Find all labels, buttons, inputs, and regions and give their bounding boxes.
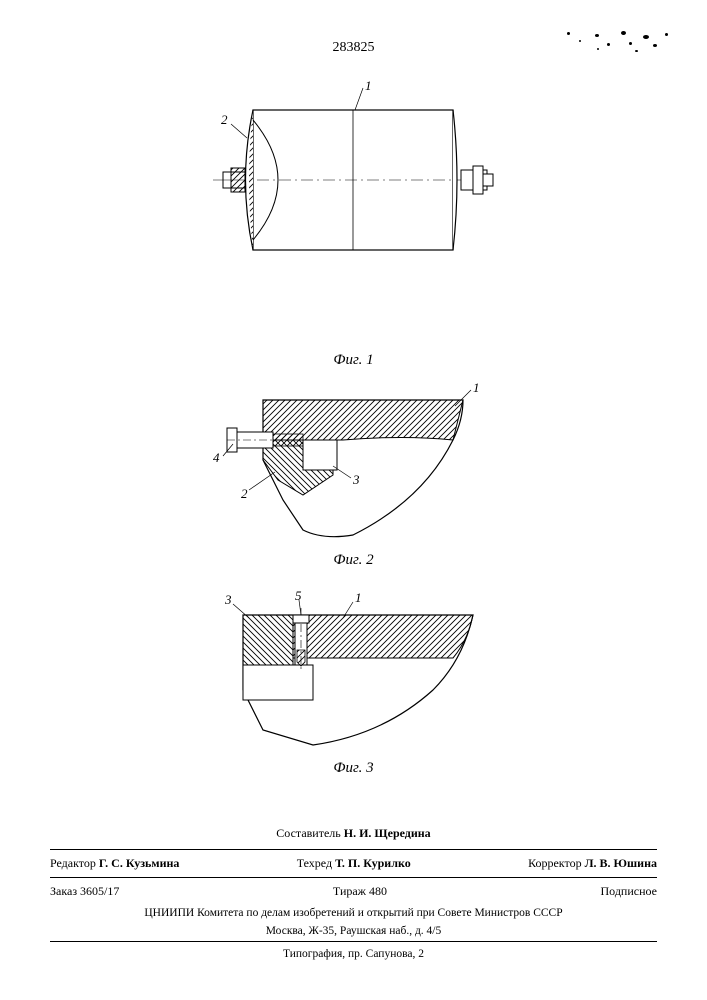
figure-1: 1 2 — [183, 80, 523, 280]
fig1-label-1: 1 — [365, 80, 372, 93]
circulation: Тираж 480 — [333, 884, 387, 899]
fig2-label-1: 1 — [473, 380, 480, 395]
order-number: Заказ 3605/17 — [50, 884, 119, 899]
org-line-1: ЦНИИПИ Комитета по делам изобретений и о… — [50, 907, 657, 919]
corrector-label: Корректор — [528, 856, 582, 870]
fig1-label-2: 2 — [221, 112, 228, 127]
fig3-label-5: 5 — [295, 590, 302, 603]
figures-area: 1 2 Фиг. 1 1 2 3 — [0, 80, 707, 800]
footer-block: Составитель Н. И. Щередина Редактор Г. С… — [50, 822, 657, 960]
techred-name: Т. П. Курилко — [335, 856, 411, 870]
editor-label: Редактор — [50, 856, 96, 870]
org-line-2: Москва, Ж-35, Раушская наб., д. 4/5 — [50, 925, 657, 937]
document-number: 283825 — [333, 40, 375, 56]
subscription: Подписное — [601, 884, 658, 899]
fig2-caption: Фиг. 2 — [333, 552, 373, 569]
techred-label: Техред — [297, 856, 332, 870]
corrector-name: Л. В. Юшина — [585, 856, 657, 870]
divider — [50, 941, 657, 942]
compiler-label: Составитель — [276, 826, 340, 840]
fig3-caption: Фиг. 3 — [333, 760, 373, 777]
fig2-label-3: 3 — [352, 472, 360, 487]
fig3-label-1: 1 — [355, 590, 362, 605]
fig3-label-3: 3 — [224, 592, 232, 607]
printer-line: Типография, пр. Сапунова, 2 — [50, 948, 657, 960]
divider — [50, 849, 657, 850]
print-artifact-speckles — [557, 28, 677, 58]
fig1-caption: Фиг. 1 — [333, 352, 373, 369]
fig2-label-2: 2 — [241, 486, 248, 501]
figure-3: 3 5 1 — [203, 590, 503, 760]
figure-2: 1 2 3 4 — [203, 380, 503, 550]
editor-name: Г. С. Кузьмина — [99, 856, 180, 870]
divider — [50, 877, 657, 878]
compiler-name: Н. И. Щередина — [344, 826, 431, 840]
fig2-label-4: 4 — [213, 450, 220, 465]
